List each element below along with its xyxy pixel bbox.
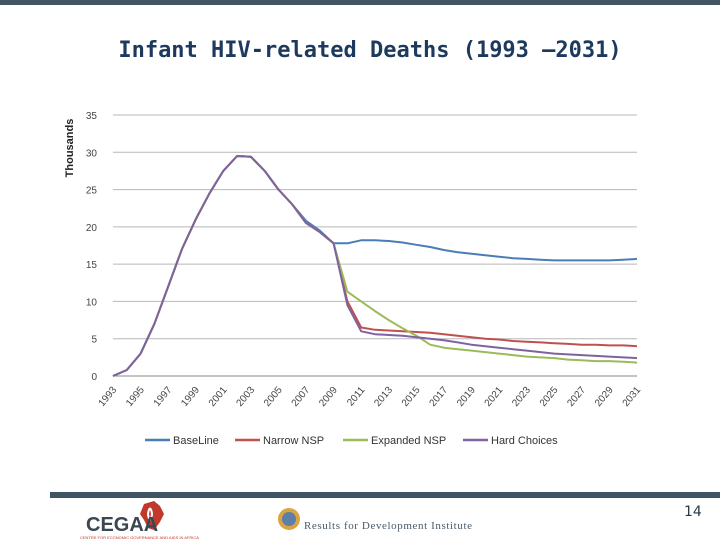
y-tick-label: 0 <box>91 372 97 383</box>
cegaa-wordmark: CEGAA <box>86 514 158 536</box>
x-tick-label: 2017 <box>428 385 451 409</box>
cegaa-tagline: CENTRE FOR ECONOMIC GOVERNANCE AND AIDS … <box>80 535 199 540</box>
x-tick-label: 1999 <box>179 385 202 409</box>
footer-divider <box>50 492 720 498</box>
x-tick-label: 2005 <box>262 385 285 409</box>
legend-label: Hard Choices <box>491 435 558 447</box>
x-tick-label: 2003 <box>234 385 257 409</box>
legend-layer: BaseLine Narrow NSP Expanded NSP Hard Choic… <box>145 435 558 447</box>
x-tick-label: 2023 <box>510 385 533 409</box>
ribbon-icon <box>147 507 153 522</box>
y-tick-label: 20 <box>86 223 98 234</box>
legend-label: BaseLine <box>173 435 219 447</box>
slide-title: Infant HIV-related Deaths (1993 –2031) <box>118 38 622 63</box>
x-tick-label: 2007 <box>290 385 313 409</box>
series-line-hard-choices <box>112 155 638 377</box>
legend-label: Expanded NSP <box>371 435 446 447</box>
r4d-logo-graphic: Results for Development Institute <box>278 508 473 532</box>
x-tick-label: 1993 <box>97 385 120 409</box>
x-tick-label: 2031 <box>621 385 644 409</box>
top-accent-bar <box>0 0 720 5</box>
x-tick-label: 2025 <box>538 385 561 409</box>
r4d-logo: Results for Development Institute <box>272 500 532 544</box>
x-tick-label: 2019 <box>455 385 478 409</box>
series-layer <box>112 155 638 377</box>
y-axis-title: Thousands <box>64 119 76 178</box>
cegaa-logo: CEGAA CENTRE FOR ECONOMIC GOVERNANCE AND … <box>80 500 240 544</box>
x-tick-label: 2021 <box>483 385 506 409</box>
x-tick-label: 1995 <box>124 385 147 409</box>
x-tick-label: 2011 <box>345 385 368 409</box>
x-tick-label: 1997 <box>152 385 175 409</box>
series-line-narrow-nsp <box>112 155 638 377</box>
y-tick-label: 5 <box>91 335 97 346</box>
x-tick-label: 2009 <box>317 385 340 409</box>
x-tick-label: 2027 <box>565 385 588 409</box>
slide-number: 14 <box>684 504 702 520</box>
y-tick-label: 10 <box>86 297 98 308</box>
legend-label: Narrow NSP <box>263 435 324 447</box>
y-tick-label: 25 <box>86 186 98 197</box>
y-tick-label: 30 <box>86 148 98 159</box>
x-tick-label: 2029 <box>593 385 616 409</box>
x-tick-label: 2015 <box>400 385 423 409</box>
r4d-wordmark: Results for Development Institute <box>304 520 473 532</box>
y-tick-label: 35 <box>86 111 98 122</box>
x-tick-label: 2013 <box>372 385 395 409</box>
grid-layer <box>113 114 637 340</box>
y-tick-label: 15 <box>86 260 98 271</box>
x-tick-label: 2001 <box>207 385 230 409</box>
